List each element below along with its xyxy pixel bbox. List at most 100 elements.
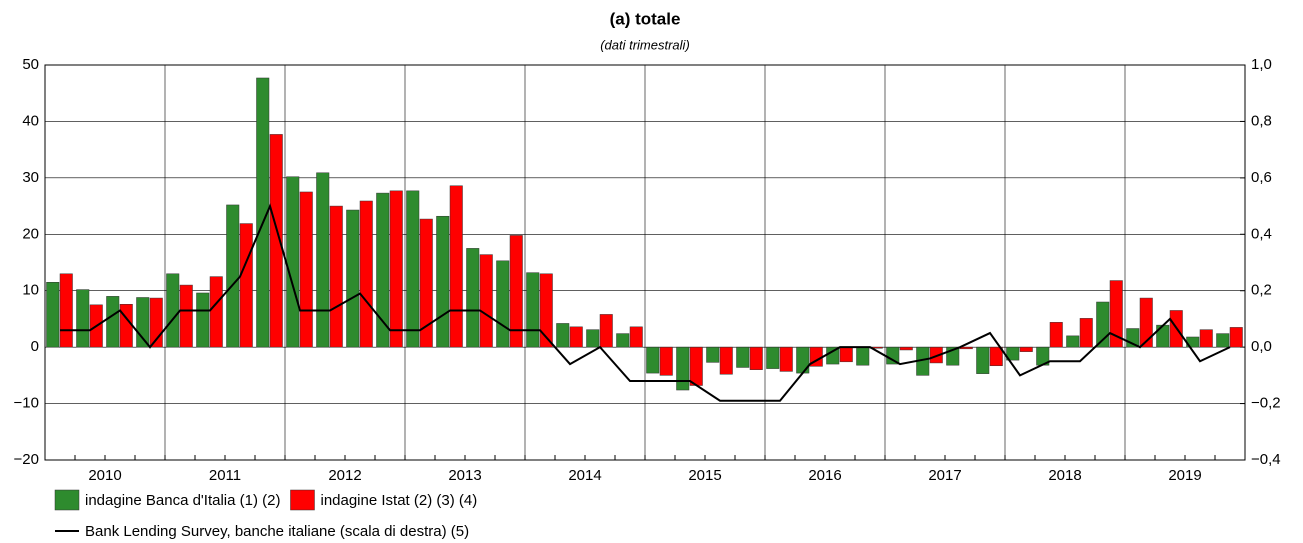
bar	[989, 346, 1003, 367]
bar	[569, 326, 583, 348]
bar	[1139, 297, 1153, 348]
bar	[1006, 346, 1020, 361]
bar	[839, 346, 853, 363]
plot-border	[44, 64, 1246, 461]
x-tick-label: 2016	[808, 467, 841, 484]
bar	[316, 172, 330, 348]
bar	[406, 190, 420, 348]
bar	[239, 223, 253, 348]
bar	[496, 260, 510, 348]
bar	[119, 304, 133, 348]
x-tick-label: 2018	[1048, 467, 1081, 484]
bar	[436, 215, 450, 348]
bar	[196, 292, 210, 348]
legend-label: indagine Istat (2) (3) (4)	[320, 492, 477, 509]
bar	[209, 276, 223, 348]
bar	[346, 209, 360, 348]
bar	[586, 329, 600, 348]
bar	[689, 346, 703, 386]
bar	[706, 346, 720, 363]
bar	[676, 346, 690, 391]
bar	[736, 346, 750, 368]
chart-title: (a) totale	[610, 9, 681, 28]
bar	[269, 134, 283, 348]
x-tick-label: 2011	[209, 467, 241, 484]
bar	[299, 191, 313, 348]
x-tick-label: 2010	[88, 467, 121, 484]
bar	[59, 273, 73, 348]
bar	[526, 272, 540, 348]
bar	[659, 346, 673, 376]
y2-tick-label: 1,0	[1251, 56, 1272, 73]
y2-tick-label: −0,2	[1251, 395, 1281, 412]
bar	[899, 346, 913, 351]
bar	[1066, 335, 1080, 348]
legend-swatch	[290, 489, 315, 511]
bar	[629, 326, 643, 348]
line-series	[60, 203, 1231, 402]
x-tick-label: 2013	[448, 467, 481, 484]
bar	[1199, 329, 1213, 348]
bar	[166, 273, 180, 348]
bar	[76, 289, 90, 348]
x-tick-label: 2015	[688, 467, 721, 484]
bar	[106, 296, 120, 348]
y2-tick-label: 0,4	[1251, 225, 1272, 242]
bar	[556, 323, 570, 348]
x-tick-label: 2017	[928, 467, 961, 484]
y-tick-label: 10	[22, 282, 39, 299]
bar	[1109, 280, 1123, 348]
bar	[479, 254, 493, 348]
y-tick-label: 40	[22, 112, 39, 129]
bar	[1049, 322, 1063, 348]
y2-tick-label: 0,0	[1251, 338, 1272, 355]
bar	[419, 218, 433, 348]
bar	[1079, 318, 1093, 348]
bar	[599, 314, 613, 348]
bar	[256, 77, 270, 348]
bar	[959, 346, 973, 350]
bar	[376, 192, 390, 348]
bar	[719, 346, 733, 375]
bar	[749, 346, 763, 370]
legend-label: indagine Banca d'Italia (1) (2)	[85, 492, 280, 509]
bar	[449, 185, 463, 348]
y2-tick-label: −0,4	[1251, 451, 1281, 468]
y-tick-label: 50	[22, 56, 39, 73]
bar	[509, 235, 523, 348]
legend-swatch	[54, 489, 80, 511]
bar	[466, 248, 480, 348]
bar	[389, 190, 403, 348]
x-tick-label: 2014	[568, 467, 601, 484]
bar	[46, 282, 60, 348]
bar	[1216, 333, 1230, 348]
bar	[539, 273, 553, 348]
y2-tick-label: 0,2	[1251, 282, 1272, 299]
y2-tick-label: 0,6	[1251, 169, 1272, 186]
bar	[179, 284, 193, 348]
bar	[286, 176, 300, 348]
y-tick-label: −20	[14, 451, 39, 468]
legend-label: Bank Lending Survey, banche italiane (sc…	[85, 523, 469, 540]
bar	[329, 205, 343, 348]
bar	[796, 346, 810, 374]
chart-subtitle: (dati trimestrali)	[600, 37, 690, 52]
bar	[856, 346, 870, 366]
bar	[1019, 346, 1033, 352]
y2-tick-label: 0,8	[1251, 112, 1272, 129]
bar	[766, 346, 780, 369]
bar	[779, 346, 793, 372]
y-tick-label: −10	[14, 395, 39, 412]
bar	[1156, 324, 1170, 348]
x-tick-label: 2012	[328, 467, 361, 484]
bar	[616, 333, 630, 348]
bar	[646, 346, 660, 374]
y-tick-label: 0	[31, 338, 39, 355]
bar	[226, 204, 240, 348]
bar	[1229, 327, 1243, 348]
bar	[359, 200, 373, 348]
y-tick-label: 30	[22, 169, 39, 186]
bar	[976, 346, 990, 374]
x-tick-label: 2019	[1168, 467, 1201, 484]
